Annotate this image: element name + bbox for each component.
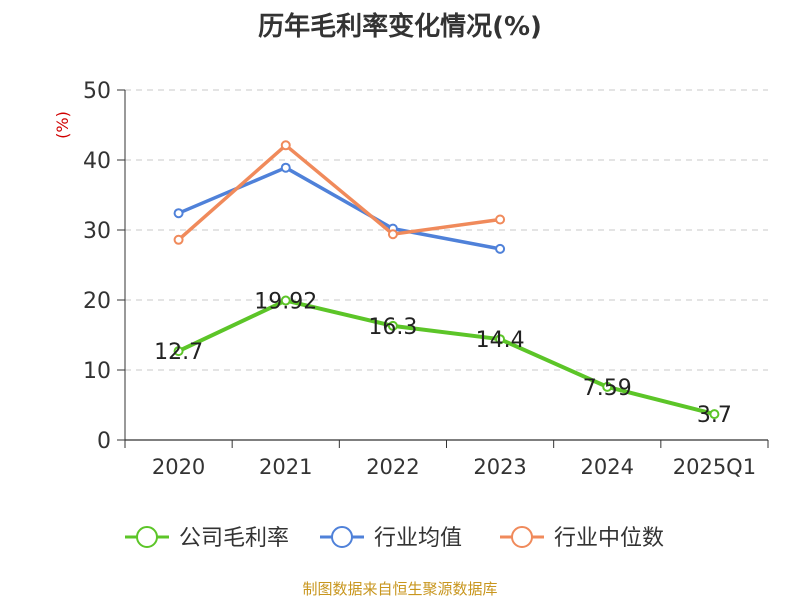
data-point xyxy=(387,229,398,240)
data-point xyxy=(280,162,291,173)
legend-marker xyxy=(511,526,533,548)
y-tick-label: 50 xyxy=(83,79,111,104)
data-point xyxy=(173,234,184,245)
y-tick-label: 10 xyxy=(83,359,111,384)
data-label: 16.3 xyxy=(368,315,417,340)
source-footer: 制图数据来自恒生聚源数据库 xyxy=(302,580,498,598)
series-line-industry-median xyxy=(176,143,502,242)
x-tick-label: 2023 xyxy=(473,455,526,479)
data-label: 14.4 xyxy=(476,328,525,353)
data-point xyxy=(280,140,291,151)
x-tick-label: 2022 xyxy=(366,455,419,479)
legend-item: 公司毛利率 xyxy=(125,526,289,551)
data-point xyxy=(173,208,184,219)
x-tick-label: 2021 xyxy=(259,455,312,479)
data-label: 12.7 xyxy=(154,340,203,365)
y-tick-label: 30 xyxy=(83,219,111,244)
data-point xyxy=(495,214,506,225)
y-tick-label: 0 xyxy=(97,429,111,454)
x-tick-label: 2020 xyxy=(152,455,205,479)
data-labels: 12.7 19.92 16.3 14.4 7.59 3.7 xyxy=(154,290,732,429)
data-label: 3.7 xyxy=(697,403,732,428)
data-point xyxy=(495,334,506,345)
legend: 公司毛利率 行业均值 行业中位数 xyxy=(125,526,664,551)
legend-item: 行业中位数 xyxy=(500,526,664,551)
y-axis-label: (%) xyxy=(53,111,72,139)
grid-lines xyxy=(125,89,768,371)
series-group xyxy=(173,140,720,420)
data-point xyxy=(495,243,506,254)
data-point xyxy=(280,295,291,306)
data-point xyxy=(387,320,398,331)
legend-item: 行业均值 xyxy=(320,526,462,551)
legend-label: 行业均值 xyxy=(374,526,462,551)
axes: 0 10 20 30 40 50 2020 2021 2022 2023 2024 2025Q1 (%) xyxy=(53,79,769,479)
x-tick-label: 2024 xyxy=(581,455,634,479)
y-tick-label: 40 xyxy=(83,149,111,174)
legend-marker xyxy=(136,526,158,548)
series-line-industry-mean xyxy=(176,165,502,251)
data-label: 7.59 xyxy=(583,376,632,401)
legend-marker xyxy=(331,526,353,548)
data-label: 19.92 xyxy=(254,290,317,315)
chart-title: 历年毛利率变化情况(%) xyxy=(258,12,542,42)
x-tick-label: 2025Q1 xyxy=(673,455,756,479)
y-tick-label: 20 xyxy=(83,289,111,314)
data-point xyxy=(602,381,613,392)
legend-label: 公司毛利率 xyxy=(179,526,289,551)
legend-label: 行业中位数 xyxy=(554,526,664,551)
data-point xyxy=(709,409,720,420)
series-line-company-gross-margin xyxy=(176,298,717,417)
data-point xyxy=(173,346,184,357)
